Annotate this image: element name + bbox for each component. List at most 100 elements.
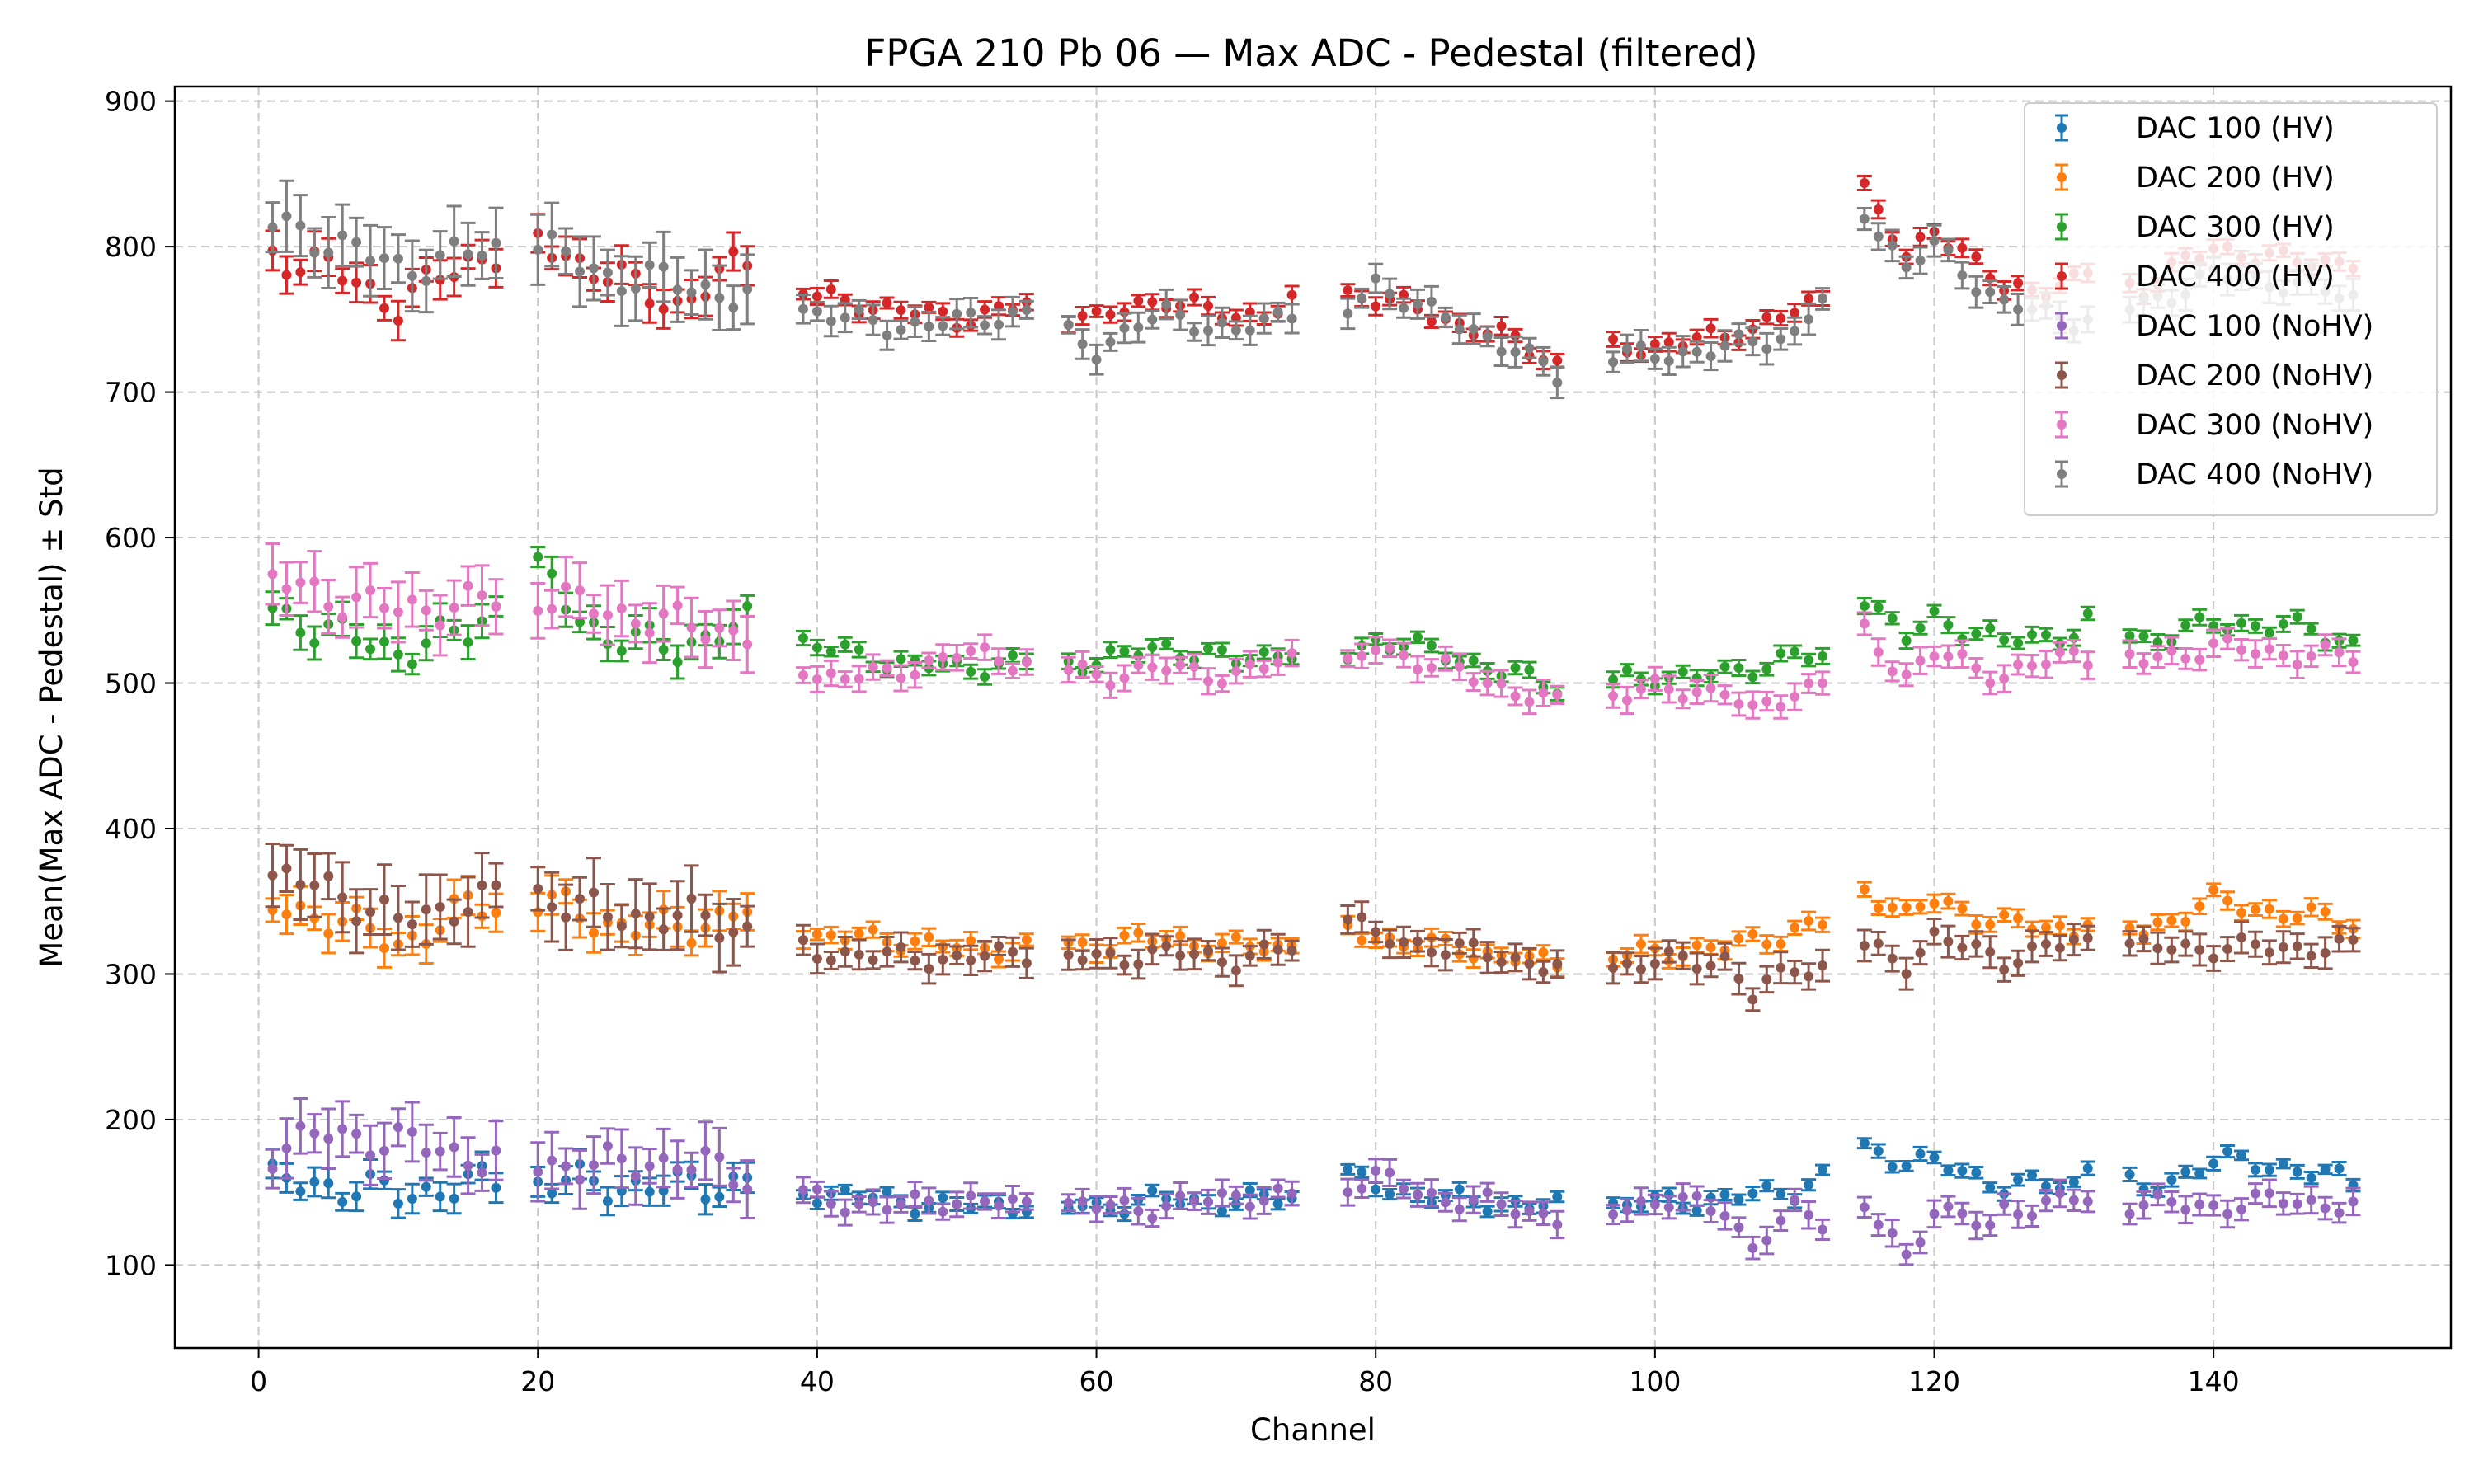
data-point <box>547 229 557 240</box>
data-point <box>910 1209 920 1219</box>
legend-label: DAC 400 (HV) <box>2136 261 2335 294</box>
data-point <box>924 655 934 666</box>
data-point <box>1552 689 1563 700</box>
data-point <box>714 1152 725 1162</box>
data-point <box>588 263 599 274</box>
data-point <box>2306 1172 2316 1183</box>
data-point <box>2208 1158 2219 1169</box>
data-point <box>1510 346 1521 357</box>
data-point <box>1691 1190 1702 1201</box>
data-point <box>2194 1168 2205 1179</box>
data-point <box>700 279 711 290</box>
data-point <box>1747 672 1758 683</box>
data-point <box>323 1178 334 1189</box>
data-point <box>2250 1164 2260 1175</box>
data-point <box>2124 1169 2135 1180</box>
data-point <box>1510 691 1521 702</box>
data-point <box>840 312 850 323</box>
data-point <box>1887 902 1898 913</box>
data-point <box>1663 683 1674 694</box>
data-point <box>1133 660 1144 670</box>
data-point <box>1258 313 1269 324</box>
data-point <box>1216 1187 1227 1198</box>
data-point <box>1133 322 1144 333</box>
data-point <box>1454 1204 1465 1214</box>
data-point <box>1203 676 1214 687</box>
data-point <box>1790 308 1800 318</box>
data-point <box>602 267 613 278</box>
legend-marker-dot <box>2057 469 2067 479</box>
data-point <box>1272 1199 1283 1209</box>
data-point <box>1272 657 1283 668</box>
data-point <box>1147 1186 1158 1196</box>
data-point <box>1999 1199 2010 1209</box>
data-point <box>1385 1189 1395 1200</box>
data-point <box>825 668 836 679</box>
data-point <box>1230 965 1241 976</box>
data-point <box>1007 946 1018 957</box>
data-point <box>421 904 431 915</box>
data-point <box>1691 940 1702 951</box>
data-point <box>1007 665 1018 676</box>
data-point <box>351 916 362 927</box>
data-point <box>1412 1190 1423 1200</box>
data-point <box>1747 1242 1758 1253</box>
data-point <box>2013 660 2024 670</box>
data-point <box>1776 938 1786 949</box>
data-point <box>393 607 403 618</box>
data-point <box>2124 631 2135 641</box>
data-point <box>994 1200 1004 1211</box>
data-point <box>1929 1152 1940 1162</box>
x-tick-label: 40 <box>800 1365 835 1397</box>
data-point <box>1147 1213 1158 1223</box>
data-point <box>1719 340 1730 351</box>
data-point <box>1635 340 1646 351</box>
data-point <box>2082 1163 2093 1174</box>
data-point <box>2166 945 2177 956</box>
y-tick-label: 200 <box>105 1104 157 1136</box>
data-point <box>924 964 934 974</box>
data-point <box>1887 953 1898 964</box>
data-point <box>337 230 348 241</box>
data-point <box>1133 959 1144 970</box>
data-point <box>2027 1210 2038 1221</box>
data-point <box>309 1128 320 1139</box>
data-point <box>1818 919 1828 930</box>
data-point <box>966 666 976 677</box>
data-point <box>1454 661 1465 672</box>
data-point <box>1790 646 1800 657</box>
data-point <box>630 909 641 919</box>
data-point <box>435 250 445 261</box>
data-point <box>1244 307 1255 317</box>
data-point <box>1747 928 1758 939</box>
data-point <box>714 293 725 303</box>
data-point <box>351 592 362 603</box>
data-point <box>1901 902 1912 913</box>
y-tick-label: 700 <box>105 377 157 409</box>
data-point <box>491 1145 501 1156</box>
data-point <box>491 1182 501 1193</box>
data-point <box>407 594 417 605</box>
data-point <box>1929 606 1940 617</box>
data-point <box>435 620 445 631</box>
data-point <box>1357 650 1367 661</box>
data-point <box>1929 236 1940 247</box>
data-point <box>1091 669 1102 679</box>
data-point <box>1859 884 1870 895</box>
data-point <box>2208 621 2219 632</box>
data-point <box>2180 620 2191 631</box>
data-point <box>1426 1187 1437 1198</box>
data-point <box>1063 319 1074 330</box>
data-point <box>1496 321 1507 331</box>
data-point <box>1524 697 1535 707</box>
data-point <box>1621 695 1632 706</box>
data-point <box>630 1171 641 1181</box>
data-point <box>2292 1167 2302 1177</box>
data-point <box>672 1164 683 1175</box>
data-point <box>882 1205 892 1215</box>
data-point <box>952 950 962 960</box>
data-point <box>2348 657 2359 668</box>
legend-marker-dot <box>2057 222 2067 232</box>
legend-marker-dot <box>2057 321 2067 331</box>
data-point <box>1705 323 1716 334</box>
